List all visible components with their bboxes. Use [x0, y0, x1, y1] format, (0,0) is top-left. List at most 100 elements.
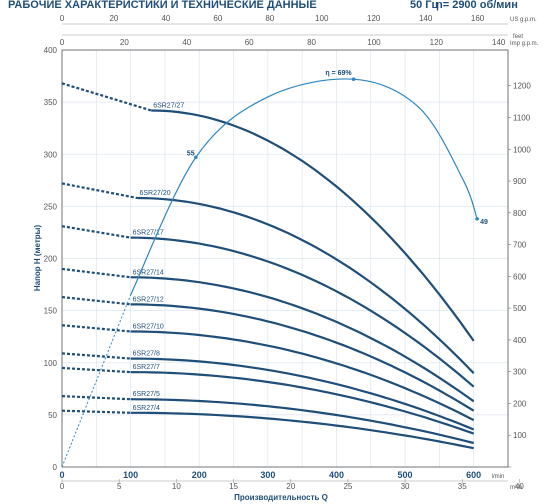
m3h-tick-label: 25 — [343, 482, 352, 491]
chart-header-frequency: 50 Гц — [410, 0, 439, 11]
m3h-tick-label: 30 — [401, 482, 410, 491]
pump-curve-dashed — [61, 409, 131, 414]
m3h-tick-label: 0 — [60, 482, 65, 491]
pump-curve-label: 6SR27/4 — [133, 405, 160, 412]
y-tick-label: 150 — [44, 307, 58, 316]
us-gpm-tick-label: 80 — [265, 14, 274, 23]
pump-curve-dashed — [61, 225, 131, 239]
pump-curve-group: 6SR27/7 — [61, 364, 475, 435]
imp-gpm-tick-label: 20 — [120, 38, 129, 47]
y-tick-label: 0 — [53, 463, 58, 472]
x-tick-label: 100 — [123, 470, 138, 480]
y-tick-label: 100 — [44, 359, 58, 368]
pump-curve-group: 6SR27/8 — [61, 351, 475, 431]
y-tick-label: 50 — [48, 411, 57, 420]
us-gpm-tick-label: 100 — [315, 14, 329, 23]
x-tick-label: 0 — [59, 470, 64, 480]
pump-curve-group: 6SR27/17 — [61, 225, 475, 388]
us-gpm-tick-label: 20 — [109, 14, 118, 23]
imp-gpm-tick-label: 60 — [245, 38, 254, 47]
pump-curve-label: 6SR27/7 — [133, 364, 160, 371]
x-tick-label: 200 — [192, 470, 207, 480]
imp-gpm-unit-label: Imp g.p.m. — [510, 41, 539, 47]
y-tick-label: 300 — [44, 150, 58, 159]
x-tick-label: 300 — [260, 470, 275, 480]
pump-curve-dashed — [61, 324, 131, 333]
us-gpm-tick-label: 60 — [213, 14, 222, 23]
pump-curve-label: 6SR27/5 — [133, 391, 160, 398]
efficiency-point — [194, 155, 198, 160]
efficiency-curve: 55 η = 69% 49 — [61, 70, 488, 468]
feet-tick-label: 600 — [513, 272, 527, 281]
chart-header-speed: n= 2900 об/мин — [436, 0, 518, 11]
efficiency-point — [351, 77, 356, 81]
feet-tick-label: 900 — [513, 177, 527, 186]
y-axis-label: Напор H (метры) — [33, 225, 42, 292]
x-tick-label: 500 — [398, 470, 413, 480]
x-unit-label: l/min — [492, 474, 505, 480]
us-gpm-tick-label: 120 — [367, 14, 381, 23]
imp-gpm-tick-label: 100 — [367, 38, 381, 47]
m3h-unit-label: m³/h — [510, 485, 522, 491]
feet-tick-label: 300 — [513, 368, 527, 377]
pump-curve-dashed — [61, 366, 131, 374]
us-gpm-tick-label: 160 — [471, 14, 485, 23]
feet-tick-label: 1000 — [513, 145, 531, 154]
imp-gpm-tick-label: 120 — [430, 38, 444, 47]
pump-curve-line — [130, 398, 474, 445]
pump-curve-label: 6SR27/14 — [133, 269, 164, 276]
pump-curve-label: 6SR27/8 — [133, 351, 160, 358]
pump-curve-line — [137, 196, 475, 374]
m3h-tick-label: 10 — [172, 482, 181, 491]
pump-curve-group: 6SR27/5 — [61, 391, 474, 445]
pump-curve-label: 6SR27/27 — [153, 102, 184, 109]
y-tick-label: 200 — [44, 255, 58, 264]
imp-gpm-tick-label: 40 — [182, 38, 191, 47]
pump-curve-dashed — [61, 295, 131, 306]
m3h-tick-label: 40 — [515, 482, 524, 491]
pump-curve-label: 6SR27/20 — [139, 190, 170, 197]
pump-curve-group: 6SR27/27 — [61, 82, 475, 342]
y-tick-label: 250 — [44, 202, 58, 211]
feet-tick-label: 700 — [513, 241, 527, 250]
pump-curve-dashed — [61, 182, 138, 200]
efficiency-point-label: 55 — [187, 150, 195, 157]
pump-curve-label: 6SR27/17 — [133, 230, 164, 237]
pump-curve-label: 6SR27/10 — [133, 323, 164, 330]
pump-curve-dashed — [61, 267, 131, 279]
chart-header-title: РАБОЧИЕ ХАРАКТЕРИСТИКИ И ТЕХНИЧЕСКИЕ ДАН… — [8, 0, 317, 11]
pump-curve-group: 6SR27/12 — [61, 295, 475, 412]
m3h-tick-label: 15 — [229, 482, 238, 491]
pump-curve-line — [130, 276, 475, 403]
us-gpm-tick-label: 140 — [419, 14, 433, 23]
feet-tick-label: 400 — [513, 336, 527, 345]
pump-curve-dashed — [61, 82, 152, 112]
efficiency-curve-dashed — [61, 294, 132, 468]
pump-curve-line — [130, 411, 474, 450]
feet-tick-label: 100 — [513, 431, 527, 440]
us-gpm-unit-label: US g.p.m. — [510, 17, 537, 23]
x-axis-label: Производительность Q — [234, 493, 328, 502]
imp-gpm-tick-label: 140 — [492, 38, 506, 47]
m3h-tick-label: 20 — [286, 482, 295, 491]
pump-curve-group: 6SR27/20 — [61, 182, 475, 374]
feet-tick-label: 1200 — [513, 82, 531, 91]
m3h-tick-label: 5 — [117, 482, 122, 491]
efficiency-curve-solid — [130, 78, 478, 296]
x-tick-label: 600 — [466, 470, 481, 480]
pump-curve-line — [130, 371, 475, 435]
efficiency-point — [475, 217, 479, 221]
pump-curve-group: 6SR27/10 — [61, 323, 475, 422]
pump-curve-line — [130, 236, 475, 388]
pump-curve-group: 6SR27/4 — [61, 405, 474, 450]
pump-curve-line — [151, 109, 475, 342]
pump-curves: 6SR27/27 6SR27/20 6SR27/17 6SR27/14 6SR27/12… — [61, 82, 475, 450]
pump-curve-dashed — [61, 395, 131, 401]
m3h-tick-label: 35 — [458, 482, 467, 491]
us-gpm-tick-label: 40 — [161, 14, 170, 23]
pump-curve-line — [130, 357, 475, 431]
feet-tick-label: 1100 — [513, 113, 531, 122]
